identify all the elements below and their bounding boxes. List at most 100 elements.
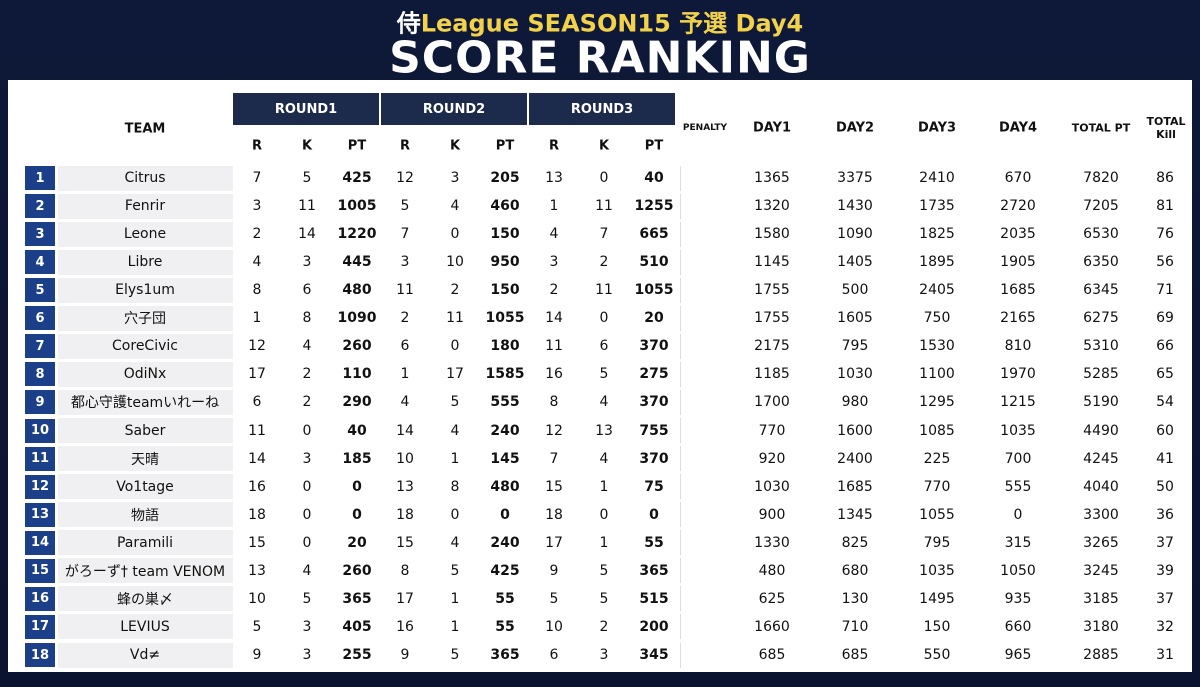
score-cell: 290 [342, 394, 372, 411]
rank-cell: 6 [25, 306, 55, 331]
score-cell: 1430 [837, 198, 873, 215]
score-cell: 1345 [837, 506, 873, 523]
row-band [680, 614, 681, 640]
score-cell: 1 [549, 198, 559, 215]
score-cell: 3300 [1083, 506, 1119, 523]
score-cell: 3 [450, 170, 460, 186]
team-cell: 穴子団 [124, 311, 166, 328]
score-cell: 825 [841, 534, 869, 551]
score-cell: 5310 [1083, 338, 1119, 355]
score-cell: 1685 [837, 478, 873, 495]
score-cell: 980 [841, 394, 869, 411]
score-cell: 2 [549, 282, 559, 299]
score-cell: 50 [1156, 478, 1174, 495]
team-cell: 都心守護teamいれーね [70, 395, 220, 412]
score-cell: 4 [400, 394, 410, 411]
score-cell: 2 [302, 366, 312, 383]
score-cell: 935 [1004, 590, 1032, 607]
score-cell: 39 [1156, 562, 1174, 579]
score-cell: 6530 [1083, 226, 1119, 243]
score-cell: 37 [1156, 534, 1174, 551]
score-cell: 55 [495, 618, 515, 635]
team-band [58, 333, 233, 359]
score-cell: 4490 [1083, 422, 1119, 439]
score-cell: 150 [923, 618, 951, 635]
score-cell: 2885 [1083, 647, 1119, 664]
score-cell: 5 [599, 562, 609, 579]
score-cell: 460 [490, 198, 520, 215]
score-cell: 1030 [754, 478, 790, 495]
score-cell: 3265 [1083, 534, 1119, 551]
score-cell: 0 [352, 478, 362, 495]
row-band [680, 446, 681, 472]
score-cell: 2 [599, 618, 609, 635]
score-cell: 665 [639, 226, 669, 243]
round-header: ROUND2 [381, 93, 527, 125]
round-sub-header: PT [495, 138, 515, 154]
rank-cell: 4 [25, 250, 55, 275]
team-band [58, 221, 233, 247]
score-cell: 2720 [1000, 198, 1036, 215]
score-cell: 11 [248, 422, 266, 439]
score-cell: 10 [396, 450, 414, 467]
subtitle: 侍League SEASON15 予選 Day4 [397, 4, 804, 39]
score-cell: 6 [400, 338, 410, 355]
team-cell: OdiNx [123, 366, 167, 383]
score-cell: 17 [545, 534, 563, 551]
rank-cell: 12 [25, 474, 55, 499]
score-cell: 1050 [1000, 562, 1036, 579]
team-band [58, 558, 233, 584]
score-cell: 1495 [919, 590, 955, 607]
score-cell: 0 [450, 506, 460, 523]
score-cell: 6 [252, 394, 262, 411]
score-cell: 9 [252, 647, 262, 664]
score-cell: 1 [450, 450, 460, 467]
row-band [680, 361, 681, 387]
score-cell: 0 [500, 506, 510, 523]
score-cell: 3 [302, 647, 312, 664]
score-cell: 370 [639, 338, 669, 355]
score-cell: 76 [1156, 226, 1174, 243]
score-cell: 145 [490, 450, 520, 467]
score-cell: 14 [298, 226, 316, 243]
score-cell: 1145 [754, 254, 790, 271]
score-cell: 12 [396, 170, 414, 186]
score-cell: 920 [758, 450, 786, 467]
score-cell: 2165 [1000, 310, 1036, 327]
score-cell: 4 [450, 534, 460, 551]
score-cell: 75 [644, 478, 664, 495]
score-cell: 5 [302, 170, 312, 186]
score-cell: 86 [1156, 170, 1174, 186]
row-band [680, 165, 681, 191]
score-cell: 3 [549, 254, 559, 271]
score-cell: 8 [252, 282, 262, 299]
score-cell: 11 [446, 310, 464, 327]
score-cell: 1580 [754, 226, 790, 243]
team-cell: Fenrir [124, 198, 166, 215]
score-cell: 2175 [754, 338, 790, 355]
score-cell: 4 [450, 198, 460, 215]
score-cell: 670 [1004, 170, 1032, 186]
score-cell: 185 [342, 450, 372, 467]
team-cell: Leone [123, 226, 167, 243]
team-cell: Vo1tage [116, 478, 174, 495]
score-cell: 4 [549, 226, 559, 243]
score-cell: 0 [649, 506, 659, 523]
score-cell: 1185 [754, 366, 790, 383]
team-cell: がろーず† team VENOM [64, 563, 226, 580]
score-cell: 1220 [337, 226, 377, 243]
score-cell: 1905 [1000, 254, 1036, 271]
score-cell: 81 [1156, 198, 1174, 215]
rank-cell: 3 [25, 222, 55, 247]
score-cell: 13 [396, 478, 414, 495]
team-band [58, 586, 233, 612]
score-cell: 4 [302, 338, 312, 355]
score-cell: 5285 [1083, 366, 1119, 383]
score-cell: 770 [758, 422, 786, 439]
score-cell: 18 [545, 506, 563, 523]
score-cell: 12 [248, 338, 266, 355]
score-cell: 240 [490, 422, 520, 439]
score-cell: 56 [1156, 254, 1174, 271]
score-cell: 2 [450, 282, 460, 299]
